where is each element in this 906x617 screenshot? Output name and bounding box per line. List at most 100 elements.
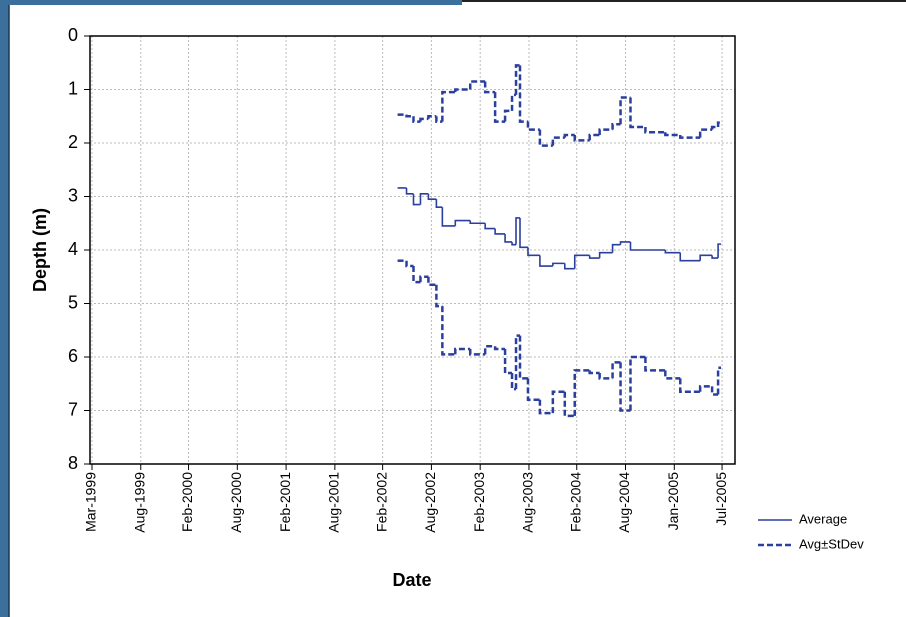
step-segment bbox=[644, 357, 666, 372]
step-segment bbox=[588, 255, 600, 259]
step-segment bbox=[441, 306, 456, 356]
step-segment bbox=[483, 345, 496, 355]
legend-label: Average bbox=[799, 511, 847, 526]
y-tick-label: 1 bbox=[68, 78, 78, 98]
x-tick-label: Aug-2003 bbox=[520, 472, 536, 533]
step-segment bbox=[698, 385, 713, 392]
step-segment bbox=[419, 275, 429, 283]
step-segment bbox=[441, 90, 456, 122]
step-segment bbox=[573, 254, 590, 269]
x-tick-label: Feb-2004 bbox=[567, 472, 583, 532]
step-segment bbox=[552, 262, 565, 267]
x-tick-label: Aug-1999 bbox=[131, 472, 147, 533]
step-segment bbox=[526, 121, 540, 131]
step-segment bbox=[518, 65, 528, 123]
step-segment bbox=[716, 121, 722, 127]
step-segment bbox=[711, 255, 719, 259]
step-segment bbox=[629, 97, 646, 129]
legend-label: Avg±StDev bbox=[799, 536, 864, 551]
window-frame-left bbox=[0, 0, 9, 617]
step-segment bbox=[510, 93, 517, 111]
x-tick-label: Aug-2004 bbox=[616, 472, 632, 533]
x-tick-label: Feb-2003 bbox=[471, 472, 487, 532]
step-segment bbox=[629, 241, 646, 251]
step-segment bbox=[619, 362, 631, 412]
window-frame-top bbox=[0, 0, 462, 5]
step-segment bbox=[588, 133, 600, 141]
step-segment bbox=[679, 252, 701, 262]
step-segment bbox=[435, 284, 443, 308]
step-segment bbox=[469, 220, 486, 225]
step-segment bbox=[435, 199, 443, 208]
step-segment bbox=[679, 134, 701, 139]
step-segment bbox=[611, 123, 621, 130]
step-segment bbox=[412, 266, 421, 284]
step-segment bbox=[710, 386, 719, 396]
step-segment bbox=[664, 132, 681, 137]
step-segment bbox=[514, 64, 520, 95]
x-tick-label: Aug-2000 bbox=[228, 472, 244, 533]
y-tick-label: 4 bbox=[68, 239, 78, 259]
step-segment bbox=[412, 193, 421, 206]
y-tick-label: 5 bbox=[68, 292, 78, 312]
step-segment bbox=[493, 92, 506, 123]
x-tick-label: Feb-2002 bbox=[373, 472, 389, 532]
step-segment bbox=[454, 88, 471, 93]
y-axis-label: Depth (m) bbox=[30, 208, 50, 292]
step-segment bbox=[527, 247, 540, 257]
step-segment bbox=[588, 370, 600, 375]
y-tick-label: 8 bbox=[68, 453, 78, 473]
step-segment bbox=[419, 117, 429, 122]
step-segment bbox=[468, 80, 486, 90]
x-tick-label: Jul-2005 bbox=[713, 472, 729, 526]
step-segment bbox=[551, 390, 565, 414]
step-segment bbox=[619, 241, 631, 245]
x-tick-label: Aug-2002 bbox=[422, 472, 438, 533]
step-segment bbox=[494, 228, 506, 235]
step-segment bbox=[644, 126, 666, 134]
step-segment bbox=[514, 334, 520, 390]
step-segment bbox=[468, 348, 486, 356]
step-segment bbox=[573, 369, 590, 416]
step-segment bbox=[716, 366, 722, 395]
step-segment bbox=[698, 128, 713, 138]
step-segment bbox=[483, 81, 496, 94]
step-segment bbox=[563, 391, 575, 418]
step-segment bbox=[598, 128, 613, 135]
step-segment bbox=[419, 193, 429, 205]
step-segment bbox=[503, 348, 513, 375]
x-tick-label: Jan-2005 bbox=[665, 472, 681, 531]
step-segment bbox=[710, 125, 719, 130]
y-tick-label: 0 bbox=[68, 25, 78, 45]
step-segment bbox=[539, 255, 553, 267]
step-segment bbox=[611, 243, 621, 253]
step-segment bbox=[405, 260, 414, 268]
y-tick-label: 7 bbox=[68, 399, 78, 419]
step-segment bbox=[629, 355, 646, 411]
step-segment bbox=[427, 193, 437, 200]
step-segment bbox=[427, 115, 437, 119]
y-tick-label: 3 bbox=[68, 185, 78, 205]
step-segment bbox=[503, 109, 513, 122]
x-axis-label: Date bbox=[392, 570, 431, 590]
step-segment bbox=[664, 250, 681, 254]
step-segment bbox=[441, 207, 456, 227]
legend: Average Avg±StDev bbox=[758, 511, 864, 551]
step-segment bbox=[515, 217, 520, 245]
step-segment bbox=[510, 373, 517, 391]
step-segment bbox=[598, 251, 613, 259]
step-segment bbox=[435, 116, 443, 123]
step-segment bbox=[518, 335, 528, 380]
plot-lines bbox=[397, 64, 722, 418]
step-segment bbox=[538, 399, 553, 415]
step-segment bbox=[454, 347, 471, 355]
x-tick-label: Feb-2000 bbox=[179, 472, 195, 532]
step-segment bbox=[664, 370, 681, 380]
step-segment bbox=[454, 219, 471, 226]
x-tick-label: Feb-2001 bbox=[277, 472, 293, 532]
step-segment bbox=[405, 187, 414, 195]
step-segment bbox=[563, 133, 575, 138]
